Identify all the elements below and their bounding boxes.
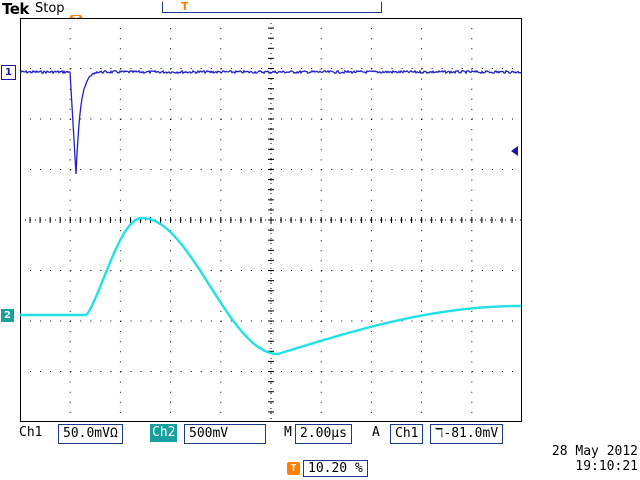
ch1-reference-arrow: [511, 146, 518, 156]
record-bracket: [162, 2, 382, 13]
trigger-level[interactable]: ℸ-81.0mV: [430, 424, 504, 444]
timebase-value[interactable]: 2.00µs: [295, 424, 352, 444]
ch2-scale[interactable]: 500mV: [184, 424, 266, 444]
date-text: 28 May 2012: [551, 444, 638, 459]
timestamp: 28 May 2012 19:10:21: [538, 444, 638, 474]
ch1-ground-marker[interactable]: 1: [1, 65, 16, 80]
trigger-percent: 10.20 %: [303, 460, 368, 477]
trigger-mode: A: [372, 425, 380, 440]
trigger-icon: T: [287, 462, 300, 475]
trigger-position-readout[interactable]: T 10.20 %: [287, 460, 368, 477]
status-bar: Ch1 50.0mVΩ Ch2 500mV M 2.00µs A Ch1 ℸ-8…: [0, 424, 640, 444]
ch2-label[interactable]: Ch2: [150, 424, 178, 442]
ch2-waveform: [20, 216, 521, 356]
acquisition-status: Stop: [35, 1, 65, 16]
time-text: 19:10:21: [575, 459, 638, 474]
waveform-display: [20, 18, 522, 422]
ch1-label[interactable]: Ch1: [19, 425, 43, 440]
trigger-source[interactable]: Ch1: [390, 424, 424, 444]
ch1-waveform: [20, 69, 522, 175]
brand-logo: Tek: [2, 0, 29, 18]
ch2-ground-marker[interactable]: 2: [1, 309, 14, 322]
timebase-label: M: [284, 425, 292, 440]
ch1-scale[interactable]: 50.0mVΩ: [58, 424, 123, 444]
graticule: [20, 18, 522, 422]
record-position-marker: T: [181, 0, 189, 13]
